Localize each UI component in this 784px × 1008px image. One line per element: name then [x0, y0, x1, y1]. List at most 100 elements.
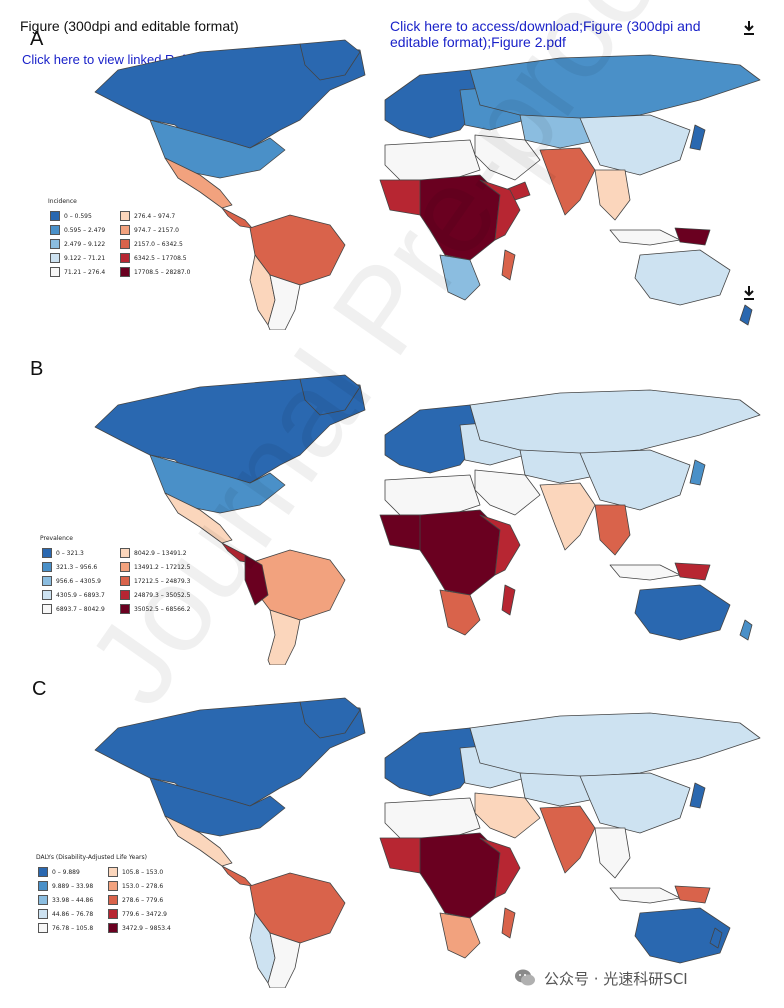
legend-item: 974.7 – 2157.0 [120, 225, 179, 235]
legend-item: 321.3 – 956.6 [42, 562, 97, 572]
legend-label: 321.3 – 956.6 [56, 563, 98, 571]
legend-item: 0 – 0.595 [50, 211, 92, 221]
legend-label: 8042.9 – 13491.2 [134, 549, 187, 557]
legend-swatch [120, 576, 130, 586]
legend-label: 24879.3 – 35052.5 [134, 591, 191, 599]
legend-label: 2.479 – 9.122 [64, 240, 106, 248]
legend-swatch [42, 576, 52, 586]
middle-east-region [474, 469, 541, 516]
legend-swatch [108, 923, 118, 933]
legend-swatch [50, 239, 60, 249]
central-asia-region [519, 772, 601, 807]
legend-item: 35052.5 – 68566.2 [120, 604, 190, 614]
legend-label: 17708.5 – 28287.0 [134, 268, 191, 276]
russia-region [469, 389, 761, 456]
southern-africa-region [439, 589, 481, 636]
access-download-link[interactable]: Click here to access/download;Figure (30… [390, 18, 701, 50]
map-panel-dalys: DALYs (Disability-Adjusted Life Years) 0… [0, 688, 784, 988]
legend-item: 71.21 – 276.4 [50, 267, 105, 277]
legend-label: 779.6 – 3472.9 [122, 910, 167, 918]
legend-item: 9.122 – 71.21 [50, 253, 105, 263]
mexico-region [164, 815, 233, 867]
russia-region [469, 54, 761, 121]
legend-label: 9.889 – 33.98 [52, 882, 94, 890]
legend-item: 105.8 – 153.0 [108, 867, 163, 877]
world-map-dalys [94, 697, 761, 988]
japan-region [689, 124, 706, 151]
south-america-south [267, 932, 301, 988]
central-africa-region [419, 832, 501, 919]
legend-swatch [38, 923, 48, 933]
mexico-region [164, 492, 233, 544]
legend-label: 0.595 – 2.479 [64, 226, 106, 234]
legend-title: Incidence [48, 198, 77, 205]
legend-swatch [42, 590, 52, 600]
legend-item: 4305.9 – 6893.7 [42, 590, 105, 600]
madagascar-region [501, 249, 516, 281]
legend-swatch [120, 225, 130, 235]
china-region [579, 449, 691, 511]
legend-item: 24879.3 – 35052.5 [120, 590, 190, 600]
legend-label: 0 – 0.595 [64, 212, 92, 220]
wechat-footer: 公众号 · 光速科研SCI [514, 966, 688, 990]
world-map-prevalence [94, 374, 761, 665]
legend-item: 3472.9 – 9853.4 [108, 923, 171, 933]
madagascar-region [501, 907, 516, 939]
legend-swatch [50, 253, 60, 263]
legend-item: 2.479 – 9.122 [50, 239, 105, 249]
legend-label: 17212.5 – 24879.3 [134, 577, 191, 585]
legend-swatch [38, 895, 48, 905]
australia-region [634, 907, 731, 964]
legend-item: 2157.0 – 6342.5 [120, 239, 183, 249]
legend-swatch [108, 895, 118, 905]
legend-item: 33.98 – 44.86 [38, 895, 93, 905]
legend-swatch [120, 211, 130, 221]
legend-label: 974.7 – 2157.0 [134, 226, 179, 234]
south-america-south [267, 609, 301, 665]
central-america-region [221, 865, 253, 887]
southern-africa-region [439, 912, 481, 959]
legend-item: 779.6 – 3472.9 [108, 909, 167, 919]
russia-region [469, 712, 761, 779]
india-region [539, 482, 596, 551]
figure-title: Figure (300dpi and editable format) [20, 18, 239, 34]
panel-letter-b: B [30, 358, 44, 380]
australia-region [634, 584, 731, 641]
download-icon-secondary[interactable] [742, 285, 756, 301]
europe-region [384, 69, 481, 139]
indonesia-region [609, 887, 681, 904]
legend-item: 44.86 – 76.78 [38, 909, 93, 919]
map-panel-incidence: Incidence 0 – 0.595 0.595 – 2.479 2.479 … [0, 30, 784, 330]
panel-letter-a: A [30, 28, 44, 50]
central-america-region [221, 207, 253, 229]
east-africa-region [479, 179, 521, 241]
legend-swatch [50, 225, 60, 235]
north-africa-region [384, 797, 481, 839]
legend-swatch [50, 211, 60, 221]
greenland-region [299, 39, 361, 81]
legend-item: 17708.5 – 28287.0 [120, 267, 190, 277]
legend-swatch [38, 909, 48, 919]
legend-item: 0.595 – 2.479 [50, 225, 105, 235]
indonesia-region [609, 229, 681, 246]
legend-item: 276.4 – 974.7 [120, 211, 175, 221]
legend-item: 9.889 – 33.98 [38, 881, 93, 891]
legend-item: 0 – 9.889 [38, 867, 80, 877]
india-region [539, 147, 596, 216]
australia-region [634, 249, 731, 306]
legend-swatch [108, 867, 118, 877]
legend-item: 76.78 – 105.8 [38, 923, 93, 933]
download-icon[interactable] [742, 20, 756, 36]
legend-label: 276.4 – 974.7 [134, 212, 176, 220]
central-asia-region [519, 114, 601, 149]
legend-swatch [42, 604, 52, 614]
middle-east-region [474, 792, 541, 839]
legend-swatch [38, 867, 48, 877]
legend-swatch [120, 604, 130, 614]
greenland-region [299, 697, 361, 739]
wechat-label: 公众号 · 光速科研SCI [544, 969, 688, 988]
legend-label: 0 – 9.889 [52, 868, 80, 876]
legend-label: 33.98 – 44.86 [52, 896, 94, 904]
wechat-icon [515, 969, 535, 986]
legend-label: 0 – 321.3 [56, 549, 84, 557]
